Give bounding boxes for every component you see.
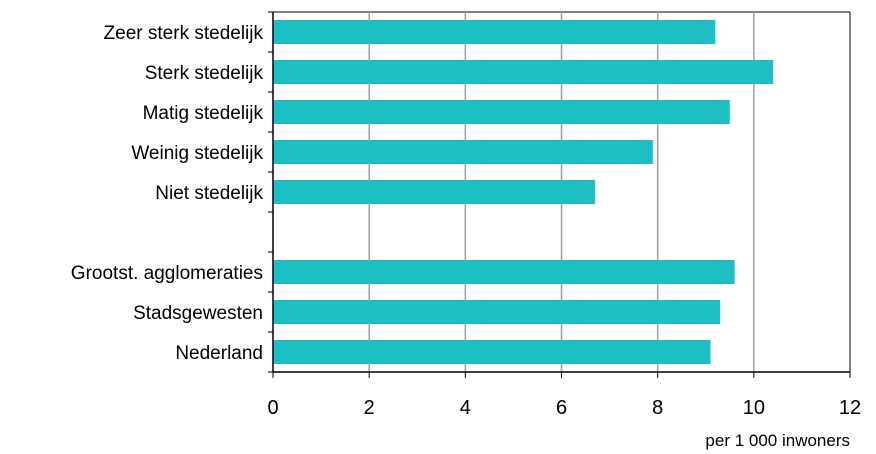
category-label: Nederland xyxy=(175,343,263,364)
category-label: Sterk stedelijk xyxy=(145,63,264,84)
category-label: Matig stedelijk xyxy=(143,103,264,124)
bar xyxy=(273,140,653,164)
bar xyxy=(273,60,774,84)
category-label: Grootst. agglomeraties xyxy=(71,263,263,284)
bar xyxy=(273,260,735,284)
x-tick-label: 10 xyxy=(743,397,765,419)
category-label: Stadsgewesten xyxy=(133,303,263,324)
bar xyxy=(273,20,716,44)
bar xyxy=(273,100,730,124)
x-tick-label: 2 xyxy=(364,397,375,419)
bars xyxy=(273,20,774,364)
category-labels: Zeer sterk stedelijk Sterk stedelijk Matig… xyxy=(71,23,264,364)
x-tick-label: 0 xyxy=(267,397,278,419)
x-tick-label: 4 xyxy=(460,397,471,419)
x-tick-label: 6 xyxy=(556,397,567,419)
category-label: Niet stedelijk xyxy=(155,183,263,204)
category-label: Zeer sterk stedelijk xyxy=(104,23,264,44)
bar xyxy=(273,340,711,364)
category-label: Weinig stedelijk xyxy=(131,143,263,164)
bar xyxy=(273,300,721,324)
x-tick-label: 12 xyxy=(839,397,861,419)
x-axis-label: per 1 000 inwoners xyxy=(705,431,850,450)
x-axis: 0 2 4 6 8 10 12 xyxy=(267,11,861,419)
bar xyxy=(273,180,596,204)
x-tick-label: 8 xyxy=(652,397,663,419)
